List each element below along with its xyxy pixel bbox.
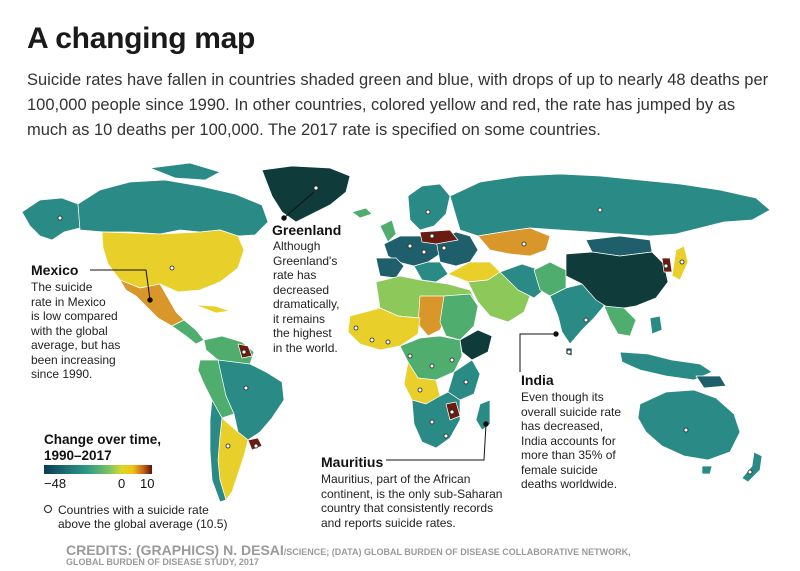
dot-southern-africa-2	[443, 433, 449, 439]
dot-west-africa-1	[353, 325, 359, 331]
legend-dot-explanation: Countries with a suicide rate above the …	[44, 503, 227, 531]
region-egypt-sudan	[439, 293, 479, 341]
india-annotation-title: India	[521, 372, 554, 388]
dot-japan	[679, 259, 685, 265]
legend-tick-max: 10	[140, 476, 155, 491]
mexico-leader	[90, 269, 151, 301]
region-australia	[637, 389, 741, 461]
dot-russia	[597, 207, 603, 213]
region-philippines	[649, 315, 663, 335]
credits: CREDITS: (GRAPHICS) N. DESAI/SCIENCE; (D…	[66, 542, 631, 558]
dot-scandinavia	[425, 209, 431, 215]
dot-new-zealand	[747, 469, 753, 475]
region-greenland	[261, 165, 351, 223]
dot-europe-2	[421, 249, 427, 255]
dot-brazil	[243, 385, 249, 391]
dot-uruguay	[253, 443, 259, 449]
dot-australia	[683, 427, 689, 433]
mauritius-leader-dot	[483, 421, 489, 427]
region-usa	[101, 229, 245, 293]
dot-guyana	[241, 349, 247, 355]
dot-europe-4	[429, 233, 435, 239]
dot-kazakhstan	[521, 241, 527, 247]
dot-europe-1	[407, 243, 413, 249]
mexico-annotation-body: The suicide rate in Mexico is low compar…	[31, 280, 121, 381]
region-canada-arctic	[149, 162, 221, 181]
india-leader-dot	[553, 331, 559, 337]
region-italy-balkans	[413, 261, 449, 283]
region-ethiopia-horn	[459, 329, 493, 361]
region-india	[549, 283, 605, 345]
india-annotation-body: Even though its overall suicide rate has…	[521, 390, 622, 491]
region-new-zealand	[741, 451, 763, 483]
world-map	[21, 162, 771, 503]
dot-europe-3	[441, 245, 447, 251]
region-caribbean	[194, 304, 231, 314]
dot-sri-lanka	[566, 349, 572, 355]
dot-west-africa-3	[385, 339, 391, 345]
region-china	[565, 251, 669, 311]
dot-mozambique	[449, 409, 455, 415]
dot-central-africa-2	[429, 363, 435, 369]
region-scandinavia	[407, 183, 451, 231]
region-tasmania	[701, 465, 713, 475]
mexico-leader-dot	[147, 297, 153, 303]
region-papua	[695, 375, 727, 389]
dot-east-africa-1	[449, 357, 455, 363]
above-average-dots	[57, 185, 753, 475]
dot-southern-africa-1	[429, 419, 435, 425]
region-chile	[209, 399, 227, 503]
greenland-leader-dot	[281, 215, 287, 221]
mexico-annotation-title: Mexico	[31, 262, 79, 278]
region-russia	[449, 173, 771, 237]
region-uk	[379, 219, 397, 243]
legend-tick-min: −48	[44, 476, 67, 491]
greenland-annotation-body: Although Greenland's rate has decreased …	[273, 239, 340, 355]
region-central-america	[171, 319, 205, 345]
legend-tick-zero: 0	[118, 476, 126, 491]
region-ukraine-belarus	[419, 229, 459, 245]
legend-title: Change over time, 1990–2017	[44, 432, 162, 463]
dot-west-africa-2	[369, 337, 375, 343]
dot-alaska	[57, 215, 63, 221]
credits-line-2: GLOBAL BURDEN OF DISEASE STUDY, 2017	[66, 557, 259, 567]
dot-central-africa-1	[407, 353, 413, 359]
india-leader	[519, 333, 556, 372]
greenland-leader	[283, 191, 315, 219]
dot-angola	[417, 387, 423, 393]
mauritius-annotation-title: Mauritius	[321, 454, 384, 470]
legend-dot-icon	[44, 505, 52, 513]
region-west-africa	[347, 307, 421, 351]
region-kazakhstan-central-asia	[477, 227, 551, 257]
region-alaska	[21, 197, 81, 241]
dot-usa	[169, 265, 175, 271]
legend-color-scale	[44, 465, 152, 474]
dot-korea	[663, 263, 669, 269]
mauritius-leader	[386, 423, 487, 461]
dot-argentina	[225, 443, 231, 449]
leader-lines	[90, 191, 559, 461]
region-canada	[77, 179, 269, 237]
dot-india	[583, 317, 589, 323]
greenland-annotation-title: Greenland	[272, 222, 342, 238]
dot-east-africa-2	[463, 379, 469, 385]
page-subtitle: Suicide rates have fallen in countries s…	[27, 71, 769, 139]
region-iberia	[375, 257, 405, 279]
mauritius-annotation-body: Mauritius, part of the African continent…	[321, 472, 503, 530]
dot-greenland	[313, 185, 319, 191]
region-iceland	[351, 207, 373, 219]
page-title: A changing map	[27, 22, 256, 55]
region-southeast-asia	[603, 305, 637, 337]
